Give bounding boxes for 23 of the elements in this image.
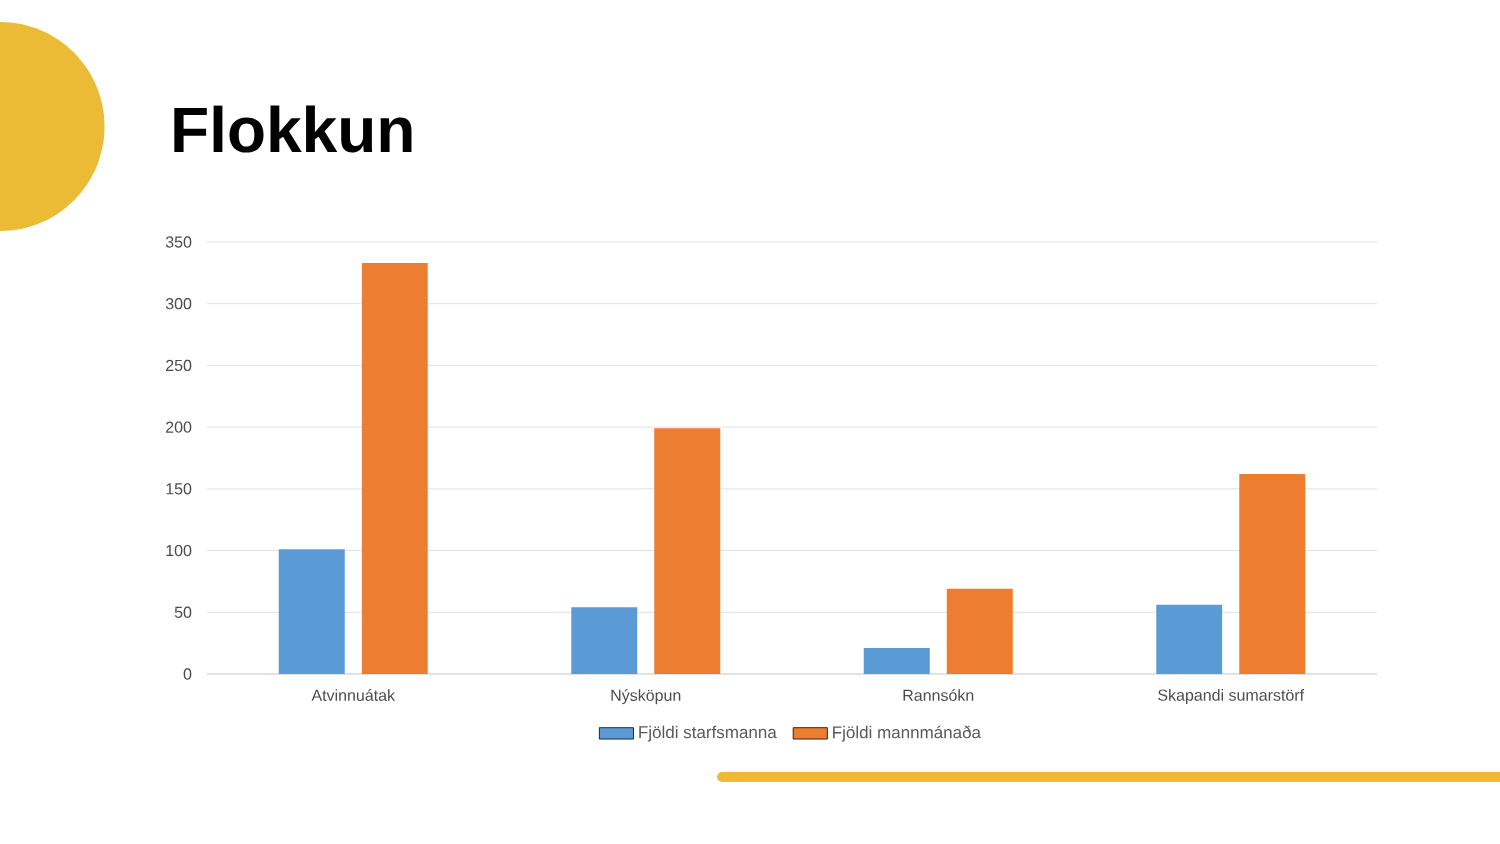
bar (863, 648, 930, 674)
x-tick-label: Nýsköpun (611, 689, 681, 705)
y-tick-label: 150 (166, 483, 192, 495)
bar (1239, 474, 1306, 674)
y-tick-label: 250 (166, 359, 192, 372)
y-tick-label: 300 (165, 298, 192, 310)
y-tick-label: 0 (183, 668, 192, 680)
x-tick-label: Rannsókn (903, 689, 974, 701)
x-tick-label: Skapandi sumarstörf (1158, 689, 1305, 704)
bar (946, 588, 1013, 674)
y-tick-label: 350 (165, 236, 192, 248)
bar (361, 262, 428, 674)
bar (571, 607, 638, 674)
legend-label: Fjöldi mannmánaða (833, 725, 981, 742)
bar (654, 428, 721, 674)
bar (278, 549, 345, 674)
y-tick-label: 200 (166, 421, 192, 433)
chart-title: Flokkun (174, 105, 412, 153)
y-tick-label: 100 (166, 544, 192, 557)
bar (1156, 604, 1223, 674)
legend-label: Fjöldi starfsmanna (639, 725, 777, 742)
y-tick-label: 50 (174, 606, 192, 618)
x-tick-label: Atvinnuátak (311, 689, 396, 701)
